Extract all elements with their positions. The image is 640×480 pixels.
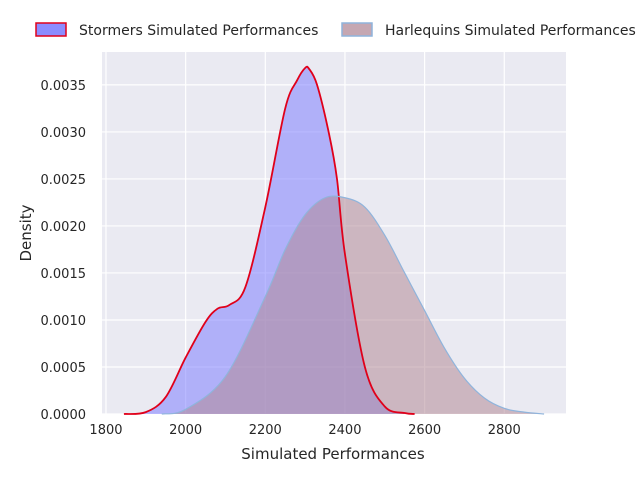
- y-tick-label: 0.0030: [41, 126, 87, 141]
- y-tick-label: 0.0005: [41, 361, 87, 376]
- x-tick-label: 2800: [488, 423, 521, 438]
- y-tick-label: 0.0015: [41, 267, 87, 282]
- y-tick-label: 0.0000: [41, 408, 87, 423]
- x-tick-label: 1800: [89, 423, 122, 438]
- density-line-stormers: [123, 65, 415, 415]
- x-tick-label: 2000: [169, 423, 202, 438]
- y-axis-label: Density: [17, 204, 35, 261]
- y-tick-label: 0.0020: [41, 220, 87, 235]
- legend-label-stormers: Stormers Simulated Performances: [79, 23, 318, 39]
- y-tick-labels: 0.0000 0.0005 0.0010 0.0015 0.0020 0.0025 0.00…: [41, 79, 87, 423]
- y-tick-label: 0.0035: [41, 79, 87, 94]
- x-axis-label: Simulated Performances: [241, 445, 425, 463]
- x-tick-label: 2400: [328, 423, 361, 438]
- y-tick-label: 0.0010: [41, 314, 87, 329]
- legend-label-harlequins: Harlequins Simulated Performances: [385, 23, 636, 39]
- density-lines: [123, 65, 545, 415]
- x-tick-labels: 1800 2000 2200 2400 2600 2800: [89, 423, 520, 438]
- density-line-harlequins: [161, 195, 545, 415]
- legend-swatch-harlequins: [341, 22, 373, 37]
- legend-swatch-stormers: [35, 22, 67, 37]
- legend: Stormers Simulated Performances Harlequi…: [35, 22, 636, 39]
- x-tick-label: 2600: [408, 423, 441, 438]
- y-tick-label: 0.0025: [41, 173, 87, 188]
- x-tick-label: 2200: [249, 423, 282, 438]
